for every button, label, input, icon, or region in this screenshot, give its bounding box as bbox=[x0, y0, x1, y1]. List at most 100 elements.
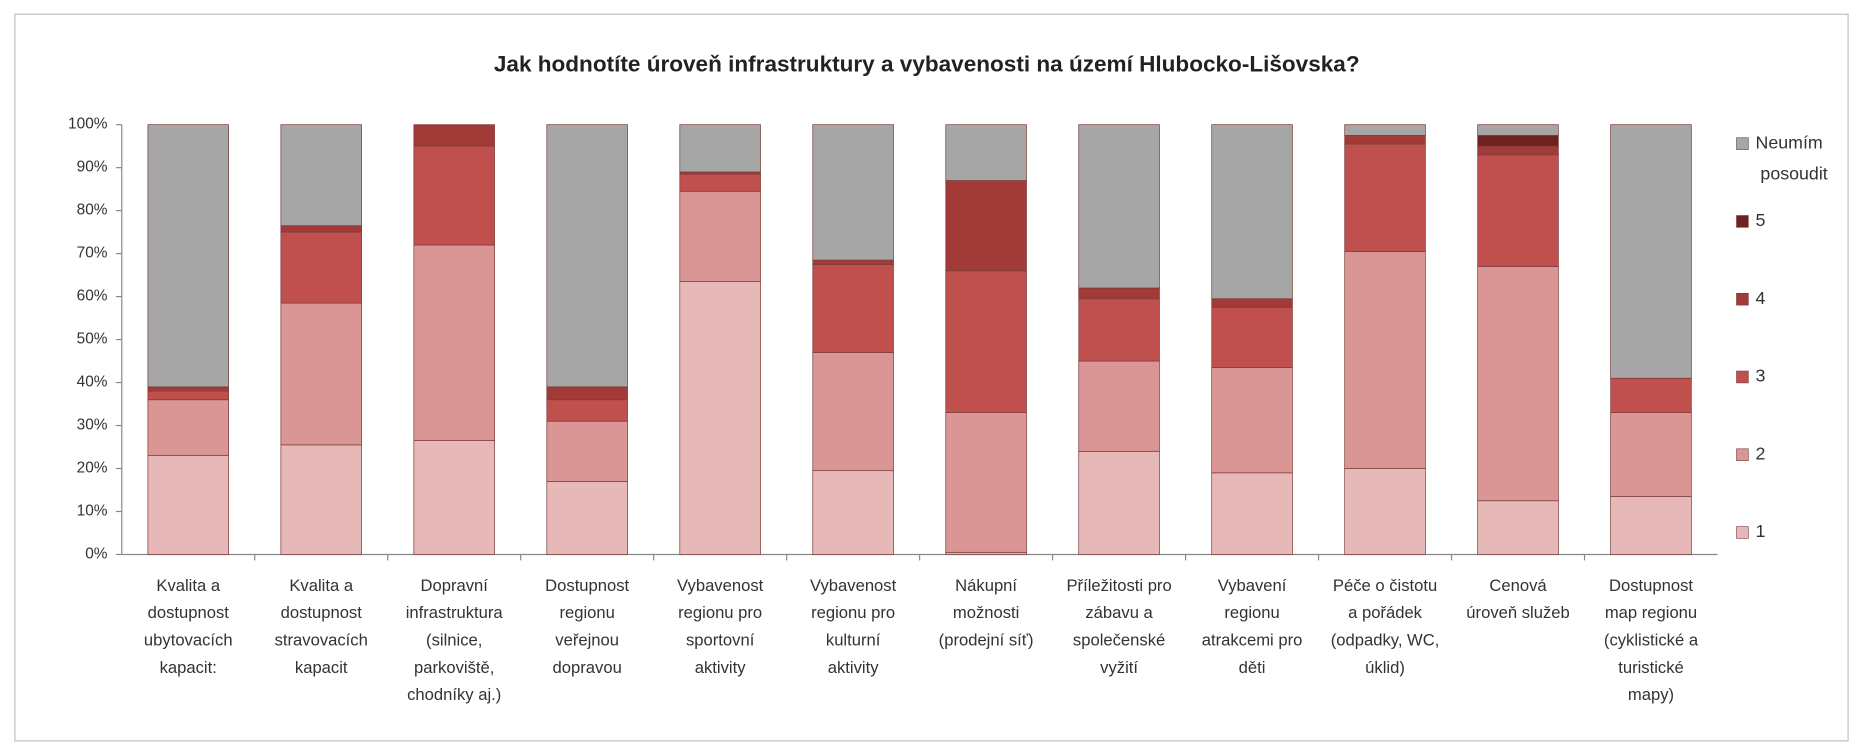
bar-segment bbox=[945, 124, 1027, 181]
x-tick-label: mapy) bbox=[1628, 685, 1674, 704]
bar-segment bbox=[413, 124, 495, 147]
x-tick-label: Vybavenost bbox=[810, 576, 897, 595]
bar-segment bbox=[147, 399, 229, 456]
legend-swatch bbox=[1736, 448, 1749, 461]
x-tick-label: Dopravní bbox=[421, 576, 489, 595]
x-tick-label: regionu pro bbox=[678, 603, 762, 622]
bar-segment bbox=[147, 124, 229, 388]
x-tick-label: regionu bbox=[1224, 603, 1279, 622]
chart-title: Jak hodnotíte úroveň infrastruktury a vy… bbox=[494, 51, 1360, 76]
bar-segment bbox=[1078, 450, 1160, 555]
x-tick-label: možnosti bbox=[953, 603, 1019, 622]
bar-segment bbox=[546, 386, 628, 401]
y-tick-label: 40% bbox=[77, 374, 108, 391]
bar-segment bbox=[546, 420, 628, 482]
legend-label: 2 bbox=[1755, 443, 1765, 463]
bar-segment bbox=[1211, 367, 1293, 474]
bar-segment bbox=[280, 124, 362, 227]
x-tick-label: Cenová bbox=[1489, 576, 1547, 595]
y-tick-label: 100% bbox=[68, 116, 108, 133]
bar-segment bbox=[1078, 360, 1160, 452]
bar-segment bbox=[1211, 472, 1293, 555]
y-tick-label: 30% bbox=[77, 417, 108, 434]
bar-segment bbox=[1344, 251, 1426, 469]
bar-segment bbox=[546, 399, 628, 422]
x-tick-label: stravovacích bbox=[275, 631, 368, 650]
x-tick-label: a pořádek bbox=[1348, 603, 1423, 622]
legend-swatch bbox=[1736, 370, 1749, 384]
legend-label-line: posoudit bbox=[1755, 163, 1827, 183]
x-tick-label: Kvalita a bbox=[289, 576, 353, 595]
bar-segment bbox=[546, 124, 628, 388]
bar-segment bbox=[1344, 468, 1426, 555]
bar-segment bbox=[1078, 298, 1160, 362]
x-tick-label: zábavu a bbox=[1085, 603, 1153, 622]
y-tick-label: 60% bbox=[77, 288, 108, 305]
bar-segment bbox=[1211, 306, 1293, 368]
x-tick-label: děti bbox=[1239, 658, 1266, 677]
bar-segment bbox=[280, 231, 362, 304]
x-tick-label: úroveň služeb bbox=[1466, 603, 1569, 622]
bar-segment bbox=[1477, 124, 1559, 136]
x-tick-label: veřejnou bbox=[555, 631, 619, 650]
x-tick-label: aktivity bbox=[695, 658, 746, 677]
bar-segment bbox=[812, 352, 894, 472]
x-tick-label: chodníky aj.) bbox=[407, 685, 501, 704]
chart-border bbox=[14, 13, 1849, 742]
y-tick-label: 10% bbox=[77, 503, 108, 520]
x-tick-label: (cyklistické a bbox=[1604, 631, 1699, 650]
x-tick-label: ubytovacích bbox=[144, 631, 233, 650]
bar-segment bbox=[679, 190, 761, 282]
bar-segment bbox=[1610, 377, 1692, 413]
bar-segment bbox=[280, 225, 362, 233]
x-tick-label: (prodejní síť) bbox=[939, 631, 1034, 650]
bar-segment bbox=[147, 455, 229, 555]
x-tick-label: kulturní bbox=[826, 631, 881, 650]
bar-segment bbox=[413, 244, 495, 441]
x-tick-label: parkoviště, bbox=[414, 658, 494, 677]
bar-segment bbox=[546, 481, 628, 555]
x-tick-label: regionu pro bbox=[811, 603, 895, 622]
bar-segment bbox=[1078, 287, 1160, 300]
bar-segment bbox=[147, 386, 229, 392]
x-tick-label: kapacit: bbox=[160, 658, 217, 677]
y-tick-label: 70% bbox=[77, 245, 108, 262]
x-tick-label: Příležitosti pro bbox=[1066, 576, 1171, 595]
legend-label: 1 bbox=[1755, 521, 1765, 541]
x-tick-label: aktivity bbox=[828, 658, 879, 677]
bar-segment bbox=[1211, 124, 1293, 300]
y-tick-label: 50% bbox=[77, 331, 108, 348]
x-tick-label: (odpadky, WC, bbox=[1331, 631, 1440, 650]
x-tick-label: turistické bbox=[1618, 658, 1684, 677]
bar-segment bbox=[812, 124, 894, 261]
x-tick-label: map regionu bbox=[1605, 603, 1697, 622]
bar-segment bbox=[1610, 124, 1692, 379]
bar-segment bbox=[1477, 266, 1559, 502]
bar-segment bbox=[1344, 143, 1426, 252]
x-tick-label: společenské bbox=[1073, 631, 1165, 650]
x-tick-label: Dostupnost bbox=[1609, 576, 1693, 595]
bar-segment bbox=[1078, 124, 1160, 289]
x-tick-label: (silnice, bbox=[426, 631, 482, 650]
legend-swatch bbox=[1736, 215, 1749, 228]
x-tick-label: Kvalita a bbox=[156, 576, 220, 595]
x-tick-label: Vybavení bbox=[1218, 576, 1287, 595]
bar-segment bbox=[413, 440, 495, 555]
bar-segment bbox=[812, 263, 894, 353]
bar-segment bbox=[413, 145, 495, 246]
y-tick-label: 80% bbox=[77, 202, 108, 219]
bar-segment bbox=[1477, 154, 1559, 267]
bar-segment bbox=[1477, 145, 1559, 156]
x-tick-label: dopravou bbox=[553, 658, 622, 677]
legend-label-line: Neumím bbox=[1755, 132, 1822, 152]
x-tick-label: atrakcemi pro bbox=[1202, 631, 1303, 650]
bar-segment bbox=[1211, 298, 1293, 308]
bar-segment bbox=[1344, 124, 1426, 136]
x-tick-label: regionu bbox=[559, 603, 614, 622]
legend-swatch bbox=[1736, 137, 1749, 150]
x-tick-label: dostupnost bbox=[148, 603, 230, 622]
x-tick-label: sportovní bbox=[686, 631, 755, 650]
x-tick-label: vyžití bbox=[1100, 658, 1138, 677]
